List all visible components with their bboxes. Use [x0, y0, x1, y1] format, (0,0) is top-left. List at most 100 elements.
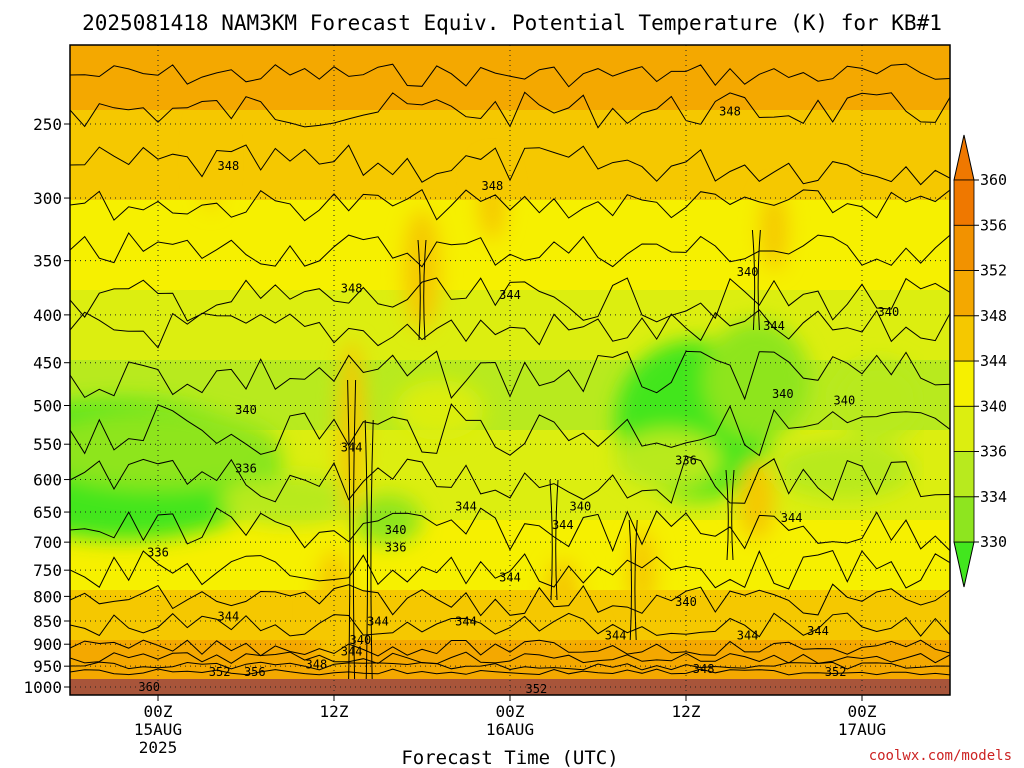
chart-title: 2025081418 NAM3KM Forecast Equiv. Potent… — [82, 11, 942, 35]
credit-text: coolwx.com/models — [869, 748, 1012, 764]
contour-line — [70, 455, 950, 504]
contour-label: 336 — [235, 461, 257, 475]
contour-label: 344 — [455, 500, 477, 514]
contour-label: 344 — [605, 628, 627, 642]
contour-label: 340 — [675, 595, 697, 609]
contour-label: 340 — [878, 305, 900, 319]
contour-line — [70, 277, 950, 323]
contour-label: 336 — [385, 540, 407, 554]
colorbar-bottom-arrow — [953, 541, 975, 588]
contour-label: 344 — [499, 288, 521, 302]
colorbar-segment — [953, 315, 975, 362]
y-tick-label: 950 — [33, 657, 62, 676]
contour-line — [70, 350, 950, 401]
contour-line — [725, 469, 735, 561]
contour-label: 348 — [218, 159, 240, 173]
contour-line — [70, 612, 950, 638]
contour-label: 348 — [482, 179, 504, 193]
contour-line — [70, 309, 950, 349]
contour-line — [70, 549, 950, 590]
x-tick-label: 00Z — [144, 702, 173, 721]
contour-line — [628, 519, 638, 641]
colorbar-label: 360 — [980, 171, 1007, 189]
contour-label: 344 — [367, 614, 389, 628]
contour-label: 352 — [825, 665, 847, 679]
contour-label: 348 — [306, 658, 328, 672]
x-tick-label: 00Z — [848, 702, 877, 721]
contour-label: 344 — [499, 571, 521, 585]
x-tick-label: 15AUG — [134, 720, 182, 739]
contour-label: 344 — [218, 610, 240, 624]
y-tick-label: 800 — [33, 587, 62, 606]
y-tick-label: 1000 — [23, 678, 62, 697]
x-tick-label: 00Z — [496, 702, 525, 721]
colorbar-label: 330 — [980, 533, 1007, 551]
contour-label: 348 — [719, 104, 741, 118]
contour-line — [347, 379, 357, 681]
y-tick-label: 250 — [33, 115, 62, 134]
contour-label: 344 — [341, 645, 363, 659]
contour-line — [549, 479, 559, 601]
contour-line — [364, 419, 374, 681]
contour-label: 344 — [807, 624, 829, 638]
contour-label: 336 — [147, 546, 169, 560]
contour-label: 356 — [244, 665, 266, 679]
contour-label: 340 — [737, 265, 759, 279]
y-tick-label: 300 — [33, 189, 62, 208]
y-tick-label: 400 — [33, 306, 62, 325]
colorbar: 330 334 336 340 344 348 352 356 360 — [953, 134, 1007, 588]
colorbar-segment — [953, 451, 975, 498]
colorbar-label: 344 — [980, 352, 1007, 370]
contour-line — [70, 668, 950, 676]
contour-label: 340 — [834, 393, 856, 407]
colorbar-segment — [953, 179, 975, 226]
x-tick-label: 12Z — [672, 702, 701, 721]
y-tick-label: 650 — [33, 503, 62, 522]
y-tick-label: 500 — [33, 397, 62, 416]
y-tick-label: 550 — [33, 435, 62, 454]
contour-line — [751, 229, 761, 331]
colorbar-label: 348 — [980, 307, 1007, 325]
contour-label: 348 — [693, 662, 715, 676]
y-tick-label: 750 — [33, 561, 62, 580]
contour-line — [70, 232, 950, 268]
colorbar-label: 334 — [980, 488, 1007, 506]
contour-label: 340 — [385, 523, 407, 537]
contour-label: 344 — [455, 614, 477, 628]
colorbar-label: 336 — [980, 443, 1007, 461]
contour-line — [70, 661, 950, 671]
colorbar-label: 352 — [980, 262, 1007, 280]
contour-label: 360 — [138, 680, 160, 694]
y-tick-label: 350 — [33, 252, 62, 271]
contour-line — [70, 639, 950, 657]
contour-label: 340 — [772, 387, 794, 401]
colorbar-segment — [953, 360, 975, 407]
colorbar-label: 356 — [980, 216, 1007, 234]
contour-label: 352 — [209, 665, 231, 679]
x-tick-label: 16AUG — [486, 720, 534, 739]
contour-label: 340 — [570, 500, 592, 514]
x-tick-label: 12Z — [320, 702, 349, 721]
x-tick-label: 2025 — [139, 738, 178, 757]
colorbar-segment — [953, 405, 975, 452]
contour-label: 352 — [526, 682, 548, 696]
colorbar-segment — [953, 224, 975, 271]
contour-label: 336 — [675, 454, 697, 468]
contour-line — [70, 91, 950, 129]
contour-line — [70, 507, 950, 553]
contour-line — [417, 239, 427, 341]
plot-area — [70, 45, 950, 695]
x-tick-label: 17AUG — [838, 720, 886, 739]
contour-label: 340 — [350, 633, 372, 647]
y-tick-label: 700 — [33, 533, 62, 552]
colorbar-label: 340 — [980, 397, 1007, 415]
y-tick-label: 450 — [33, 354, 62, 373]
colorbar-top-arrow — [953, 134, 975, 181]
y-tick-label: 600 — [33, 471, 62, 490]
x-axis-title: Forecast Time (UTC) — [401, 747, 618, 768]
contour-label: 344 — [552, 518, 574, 532]
contour-label: 340 — [235, 403, 257, 417]
contour-label: 348 — [341, 282, 363, 296]
y-tick-label: 900 — [33, 635, 62, 654]
